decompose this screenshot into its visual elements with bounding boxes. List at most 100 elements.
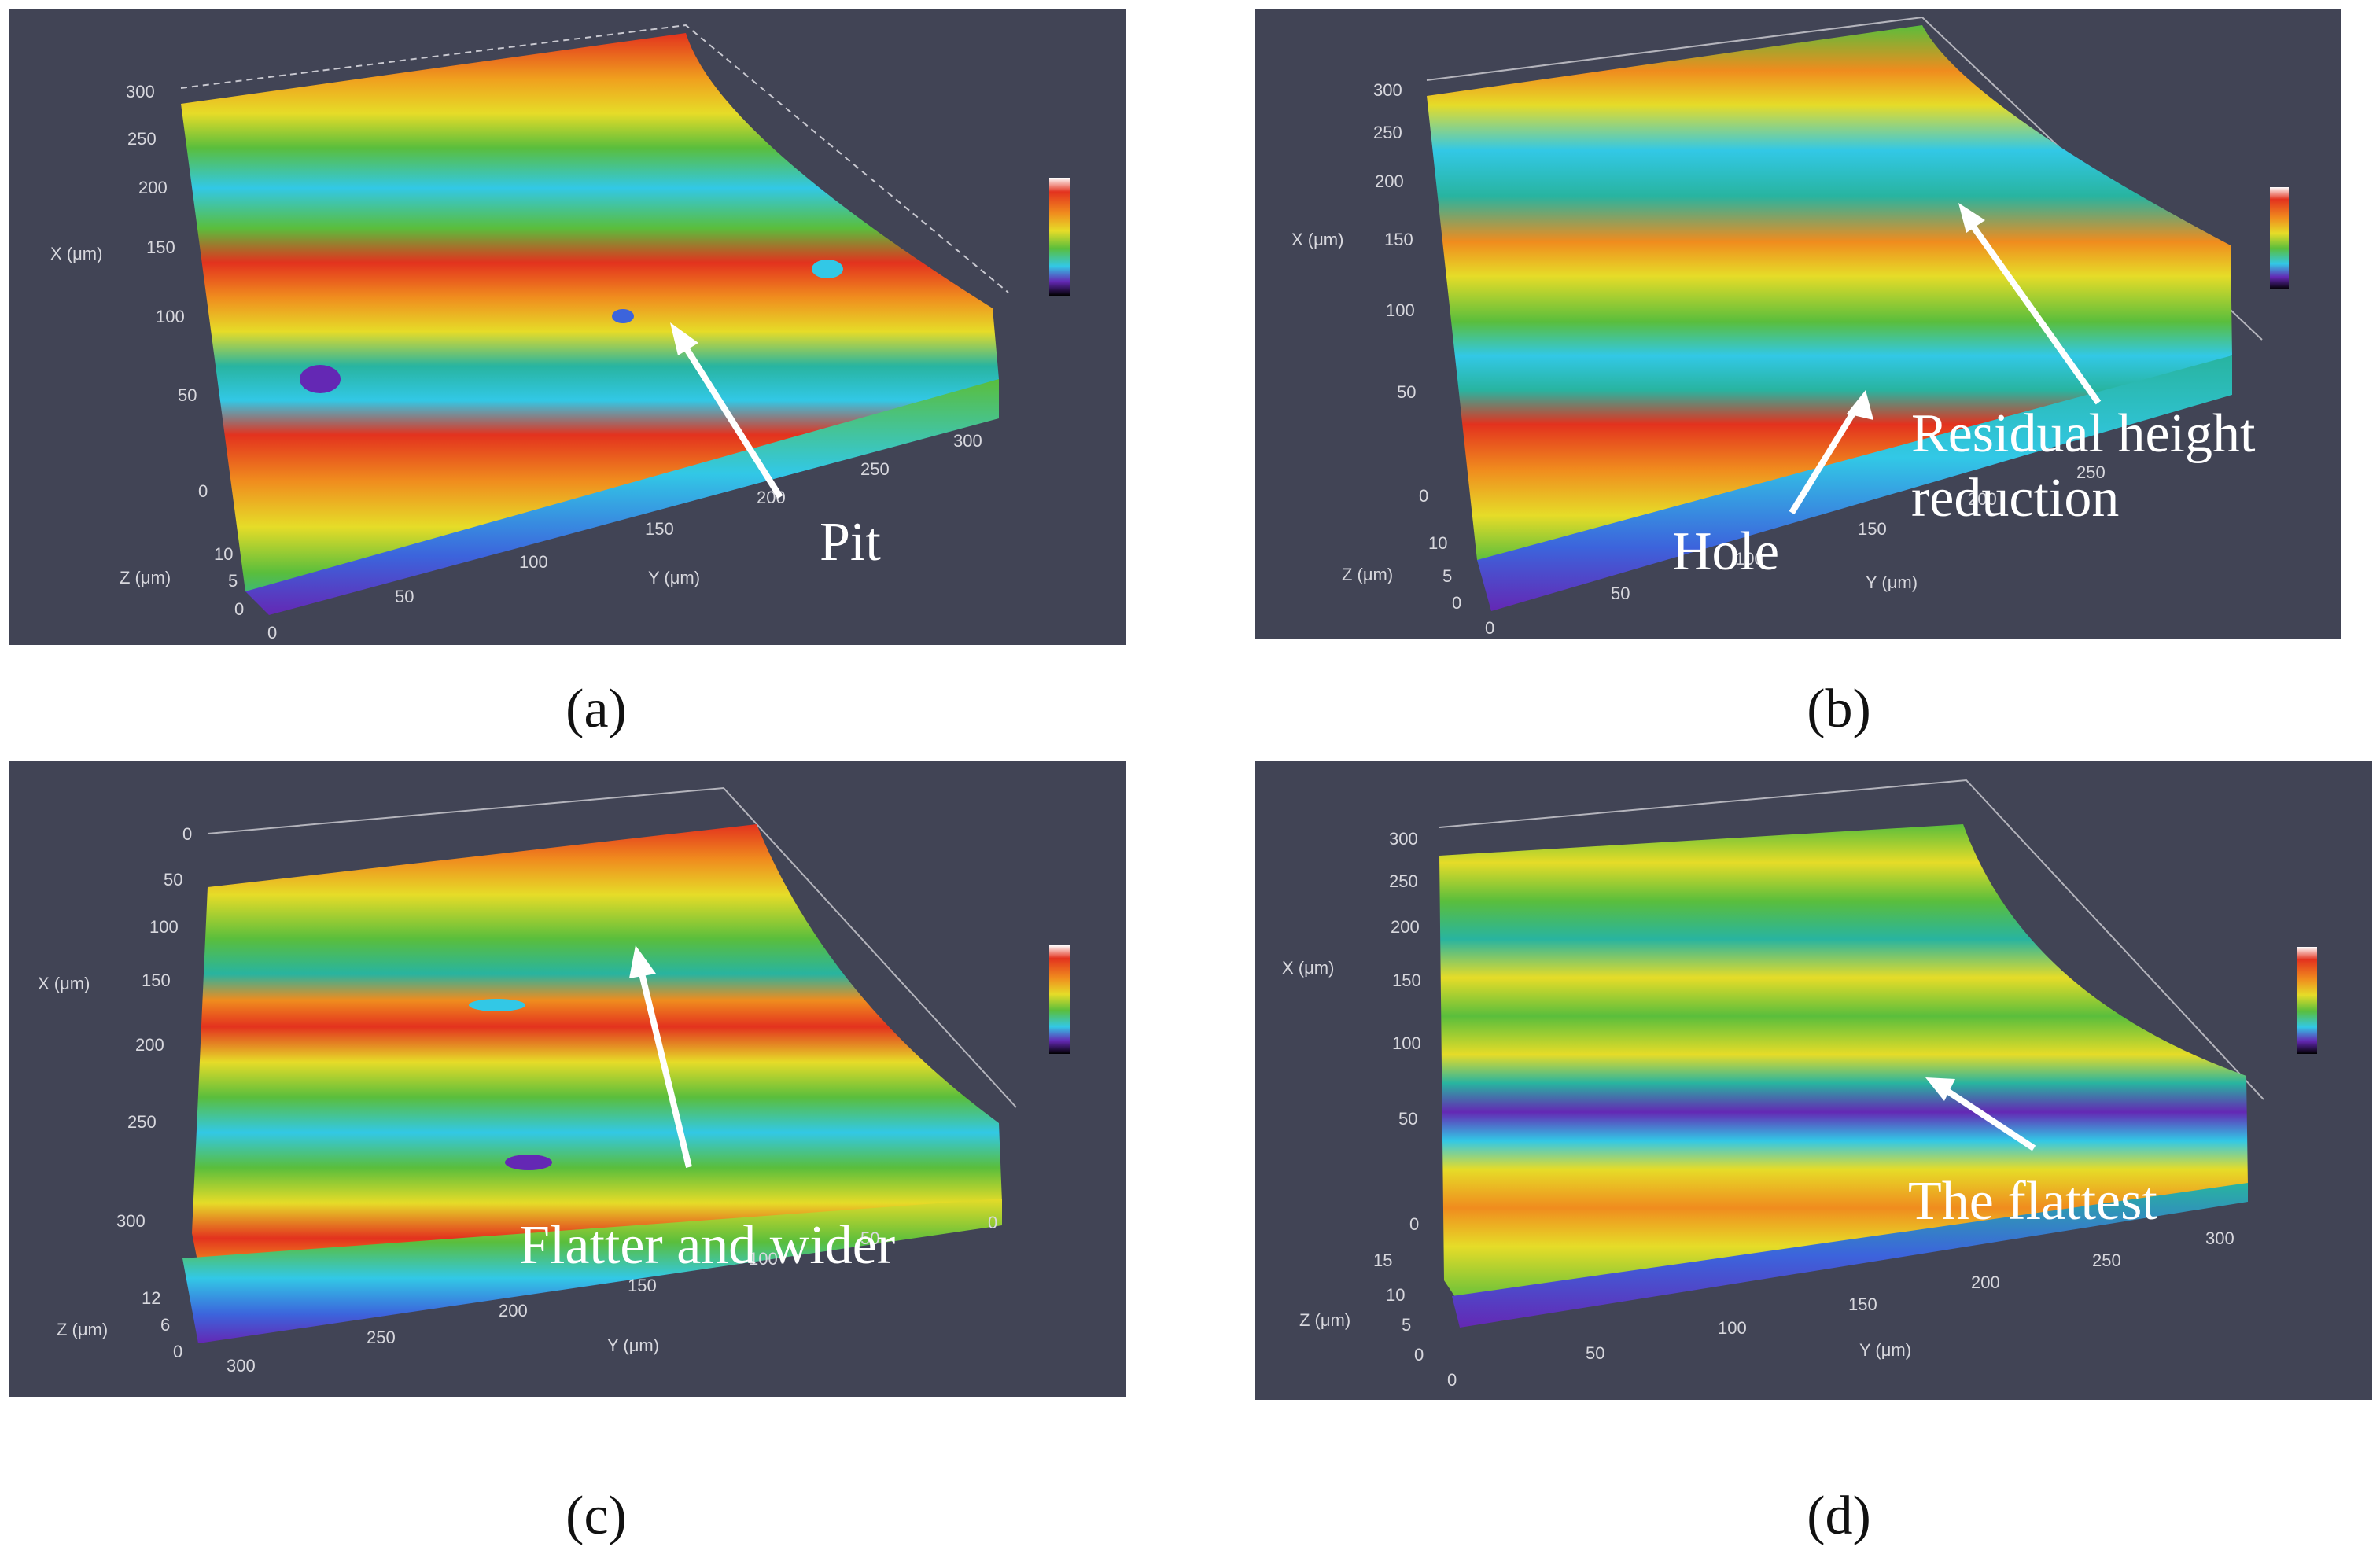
panel-a-z-tick: 10 xyxy=(214,544,233,564)
panel-c-annotation: Flatter and wider xyxy=(519,1215,895,1276)
panel-c-y-tick: 0 xyxy=(988,1213,997,1232)
panel-c-caption: (c) xyxy=(566,1486,627,1546)
panel-c-y-tick: 250 xyxy=(367,1328,396,1347)
panel-a-svg: 300 250 200 150 100 50 0 X (μm) 10 5 0 Z… xyxy=(50,24,1070,643)
panel-b-caption: (b) xyxy=(1807,679,1871,739)
panel-c-pit-mark xyxy=(469,999,525,1011)
panel-a-y-tick: 200 xyxy=(757,488,786,507)
panel-d-y-tick: 0 xyxy=(1447,1370,1457,1390)
panel-d-x-axis-title: X (μm) xyxy=(1282,958,1334,978)
panel-b-x-tick: 50 xyxy=(1397,382,1416,402)
panel-d-x-tick: 200 xyxy=(1391,917,1420,937)
panel-a-bounding-box xyxy=(180,24,1009,293)
panel-a-surface xyxy=(181,33,999,607)
panel-c-x-tick: 50 xyxy=(164,870,182,889)
panel-d-x-tick: 0 xyxy=(1409,1214,1419,1234)
panel-c-surface xyxy=(192,824,1002,1265)
panel-c-x-tick: 200 xyxy=(135,1035,164,1055)
panel-d-bounding-box xyxy=(1439,779,2264,1100)
panel-b-x-tick: 200 xyxy=(1375,171,1404,191)
panel-a-x-tick: 200 xyxy=(138,178,168,197)
panel-a-x-tick: 300 xyxy=(126,82,155,101)
panel-d-z-tick: 15 xyxy=(1373,1250,1392,1270)
panel-d-annotation: The flattest xyxy=(1908,1171,2157,1232)
panel-c-z-axis-title: Z (μm) xyxy=(57,1320,108,1339)
panel-a-pit-mark xyxy=(300,365,341,393)
panel-c-pit-mark xyxy=(505,1155,552,1170)
panel-a-x-tick: 250 xyxy=(127,129,157,149)
panel-b-x-tick: 250 xyxy=(1373,123,1402,142)
panel-a-arrow xyxy=(683,345,783,499)
panel-c-x-tick: 250 xyxy=(127,1112,157,1132)
panel-b-x-axis-title: X (μm) xyxy=(1291,230,1343,249)
panel-a-y-tick: 50 xyxy=(395,587,414,606)
panel-b-base xyxy=(1477,355,2232,611)
panel-c-x-tick: 100 xyxy=(149,917,179,937)
panel-c-y-tick: 300 xyxy=(227,1356,256,1376)
panel-a-z-tick: 5 xyxy=(228,571,238,591)
panel-d-caption: (d) xyxy=(1807,1486,1871,1546)
panel-d-base xyxy=(1452,1183,2248,1328)
panel-c-x-tick: 0 xyxy=(182,824,192,844)
panel-a-y-tick: 100 xyxy=(519,552,548,572)
panel-b-x-tick: 150 xyxy=(1384,230,1413,249)
panel-a-arrowhead xyxy=(670,322,698,355)
panel-b-y-tick: 0 xyxy=(1485,618,1494,638)
panel-d-z-tick: 5 xyxy=(1402,1315,1411,1335)
panel-b-residual-arrowhead xyxy=(1958,203,1985,233)
panel-c-z-tick: 0 xyxy=(173,1342,182,1361)
panel-c-y-tick: 50 xyxy=(860,1228,879,1248)
panel-a-base xyxy=(245,379,999,615)
panel-b-z-tick: 10 xyxy=(1428,533,1447,553)
panel-d-y-axis-title: Y (μm) xyxy=(1859,1340,1911,1360)
panel-b-y-tick: 100 xyxy=(1735,549,1764,569)
panel-b-annotation-residual-line1: Residual height xyxy=(1911,403,2256,464)
panel-b-z-tick: 5 xyxy=(1442,566,1452,586)
panel-b-z-tick: 0 xyxy=(1452,593,1461,613)
panel-d-svg: 300 250 200 150 100 50 0 X (μm) 15 10 5 … xyxy=(1282,779,2317,1390)
panel-b-y-axis-title: Y (μm) xyxy=(1866,573,1918,592)
panel-b-colorbar xyxy=(2270,187,2289,289)
panel-a-y-tick: 150 xyxy=(645,519,674,539)
panel-b-x-tick: 0 xyxy=(1419,486,1428,506)
panel-a-x-tick: 0 xyxy=(198,481,208,501)
panel-a-y-tick: 0 xyxy=(267,623,277,643)
panel-b-y-tick: 150 xyxy=(1858,519,1887,539)
panel-c-y-tick: 200 xyxy=(499,1301,528,1320)
panel-a-pit-mark xyxy=(612,309,634,323)
panel-c-x-tick: 300 xyxy=(116,1211,146,1231)
panel-b-annotation-hole: Hole xyxy=(1672,521,1779,582)
panel-c-surface-plot: 0 50 100 150 200 250 300 X (μm) 12 6 0 Z… xyxy=(9,761,1126,1397)
panel-d-y-tick: 200 xyxy=(1971,1273,2000,1292)
panel-b-hole-arrowhead xyxy=(1847,390,1873,420)
panel-b-hole-arrow xyxy=(1789,408,1858,515)
panel-b-x-tick: 100 xyxy=(1386,300,1415,320)
panel-b-svg: 300 250 200 150 100 50 0 X (μm) 10 5 0 Z… xyxy=(1291,16,2289,638)
panel-d-z-tick: 0 xyxy=(1414,1345,1424,1365)
panel-c-z-tick: 12 xyxy=(142,1288,160,1308)
panel-d-arrowhead xyxy=(1925,1077,1955,1101)
panel-b-y-tick: 250 xyxy=(2076,462,2106,482)
panel-b-y-tick: 50 xyxy=(1611,584,1630,603)
panel-a-z-axis-title: Z (μm) xyxy=(120,568,171,587)
panel-a-annotation: Pit xyxy=(820,512,881,573)
panel-a-colorbar xyxy=(1049,178,1070,296)
panel-a-x-axis-title: X (μm) xyxy=(50,244,102,263)
panel-d-y-tick: 300 xyxy=(2205,1228,2234,1248)
panel-a-caption: (a) xyxy=(566,679,627,739)
panel-a-x-tick: 100 xyxy=(156,307,185,326)
panel-c-z-tick: 6 xyxy=(160,1315,170,1335)
panel-d-surface xyxy=(1439,824,2248,1304)
panel-a-y-tick: 250 xyxy=(860,459,890,479)
panel-a-y-tick: 300 xyxy=(953,431,982,451)
panel-d-x-tick: 100 xyxy=(1392,1033,1421,1053)
panel-b-residual-arrow xyxy=(1968,221,2102,405)
panel-a-x-tick: 50 xyxy=(178,385,197,405)
panel-a-x-tick: 150 xyxy=(146,238,175,257)
panel-c-y-tick: 100 xyxy=(749,1249,778,1269)
panel-d-y-tick: 150 xyxy=(1848,1295,1877,1314)
panel-a-surface-plot: 300 250 200 150 100 50 0 X (μm) 10 5 0 Z… xyxy=(9,9,1126,645)
panel-a-pit-mark xyxy=(812,260,843,278)
panel-c-x-tick: 150 xyxy=(142,971,171,990)
panel-d-z-axis-title: Z (μm) xyxy=(1299,1310,1350,1330)
